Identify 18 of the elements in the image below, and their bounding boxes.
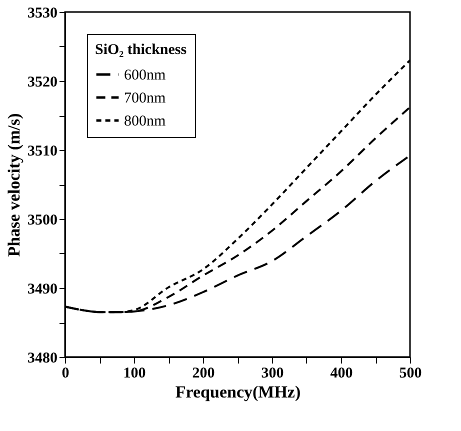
legend-label: 800nm bbox=[124, 114, 166, 130]
x-tick-label: 500 bbox=[399, 366, 422, 382]
y-tick-label: 3480 bbox=[28, 350, 58, 366]
x-tick-label: 400 bbox=[330, 366, 353, 382]
y-tick-label: 3520 bbox=[28, 74, 58, 90]
legend-label: 700nm bbox=[124, 90, 166, 106]
legend-label: 600nm bbox=[124, 68, 166, 84]
x-tick-label: 0 bbox=[62, 366, 70, 382]
x-tick-label: 300 bbox=[261, 366, 284, 382]
x-tick-label: 100 bbox=[123, 366, 146, 382]
y-tick-label: 3510 bbox=[28, 144, 58, 160]
y-tick-label: 3530 bbox=[28, 6, 58, 22]
x-axis-title: Frequency(MHz) bbox=[175, 382, 301, 402]
y-tick-label: 3490 bbox=[28, 282, 58, 298]
y-tick-label: 3500 bbox=[28, 212, 58, 228]
legend-title: SiO₂ thickness bbox=[95, 42, 187, 58]
x-tick-label: 200 bbox=[192, 366, 215, 382]
y-axis-title: Phase velocity (m/s) bbox=[4, 113, 24, 257]
